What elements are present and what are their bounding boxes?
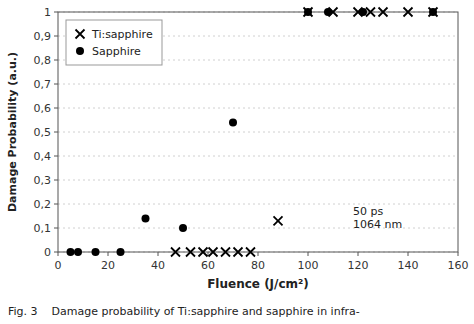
- y-tick-label: 0,9: [34, 30, 52, 43]
- data-points: [67, 8, 438, 257]
- y-tick: [54, 84, 58, 85]
- point: [199, 248, 208, 257]
- legend-box: [66, 20, 162, 65]
- x-axis-label: Fluence (J/cm²): [207, 277, 309, 291]
- point: [379, 8, 388, 17]
- annotation: 50 ps1064 nm: [353, 205, 402, 231]
- point: [366, 8, 375, 17]
- point: [304, 8, 313, 17]
- legend-label: Sapphire: [92, 45, 141, 58]
- x-tick-label: 60: [201, 259, 215, 272]
- x-tick: [358, 252, 359, 256]
- plot-background: [58, 12, 458, 252]
- point: [179, 224, 187, 232]
- caption: Fig. 3 Damage probability of Ti:sapphire…: [8, 305, 360, 318]
- x-axis: 0 20 40 60 80 100 120 140 160: [55, 252, 469, 272]
- point: [92, 248, 100, 256]
- y-tick-label: 0,4: [34, 150, 52, 163]
- y-tick: [54, 180, 58, 181]
- y-tick: [54, 12, 58, 13]
- y-tick: [54, 252, 58, 253]
- y-tick: [54, 228, 58, 229]
- annotation-line: 50 ps: [353, 205, 383, 218]
- x-tick: [158, 252, 159, 256]
- x-tick: [458, 252, 459, 256]
- grid: [58, 12, 458, 252]
- x-tick: [308, 252, 309, 256]
- x-tick-label: 0: [55, 259, 62, 272]
- y-tick-label: 0,3: [34, 174, 52, 187]
- grid-line: [58, 132, 458, 133]
- y-tick-label: 0,2: [34, 198, 52, 211]
- y-tick-label: 0,8: [34, 54, 52, 67]
- x-tick-label: 160: [448, 259, 469, 272]
- point: [304, 8, 312, 16]
- grid-line: [58, 156, 458, 157]
- point: [274, 216, 283, 225]
- y-tick: [54, 108, 58, 109]
- point: [74, 248, 82, 256]
- annotation-line: 1064 nm: [353, 218, 402, 231]
- x-tick-label: 80: [251, 259, 265, 272]
- x-tick: [108, 252, 109, 256]
- series: [171, 8, 438, 257]
- series: [67, 8, 438, 256]
- x-tick: [258, 252, 259, 256]
- legend-marker: [76, 30, 85, 39]
- y-tick-label: 0,7: [34, 78, 52, 91]
- point: [209, 248, 218, 257]
- x-tick-label: 100: [298, 259, 319, 272]
- y-tick: [54, 132, 58, 133]
- y-tick-label: 0,6: [34, 102, 52, 115]
- legend: Ti:sapphire Sapphire: [66, 20, 162, 65]
- point: [229, 118, 237, 126]
- x-tick-label: 140: [398, 259, 419, 272]
- grid-line: [58, 84, 458, 85]
- point: [117, 248, 125, 256]
- y-tick: [54, 60, 58, 61]
- y-tick-label: 1: [44, 6, 51, 19]
- point: [67, 248, 75, 256]
- x-tick: [408, 252, 409, 256]
- legend-marker: [76, 47, 84, 55]
- point: [404, 8, 413, 17]
- y-tick: [54, 156, 58, 157]
- legend-label: Ti:sapphire: [91, 28, 153, 41]
- x-tick-label: 120: [348, 259, 369, 272]
- point: [171, 248, 180, 257]
- point: [246, 248, 255, 257]
- point: [234, 248, 243, 257]
- y-axis: 0 0,1 0,2 0,3 0,4 0,5 0,6 0,7 0,8 0,9 1: [34, 6, 59, 259]
- y-tick: [54, 36, 58, 37]
- grid-line: [58, 180, 458, 181]
- x-tick: [58, 252, 59, 256]
- x-tick-label: 40: [151, 259, 165, 272]
- y-axis-label: Damage Probability (a.u.): [6, 52, 19, 212]
- point: [142, 214, 150, 222]
- grid-line: [58, 108, 458, 109]
- chart-container: 0 0,1 0,2 0,3 0,4 0,5 0,6 0,7 0,8 0,9 1 0 20 40 60 80 10…: [0, 0, 474, 324]
- y-tick: [54, 204, 58, 205]
- y-tick-label: 0,1: [34, 222, 52, 235]
- grid-line: [58, 204, 458, 205]
- point: [186, 248, 195, 257]
- point: [429, 8, 438, 17]
- point: [221, 248, 230, 257]
- point: [324, 8, 332, 16]
- plot-frame: [58, 12, 458, 252]
- y-tick-label: 0: [44, 246, 51, 259]
- point: [429, 8, 437, 16]
- chart-svg: 0 0,1 0,2 0,3 0,4 0,5 0,6 0,7 0,8 0,9 1 0 20 40 60 80 10…: [0, 0, 474, 324]
- y-tick-label: 0,5: [34, 126, 52, 139]
- x-tick-label: 20: [101, 259, 115, 272]
- point: [359, 8, 367, 16]
